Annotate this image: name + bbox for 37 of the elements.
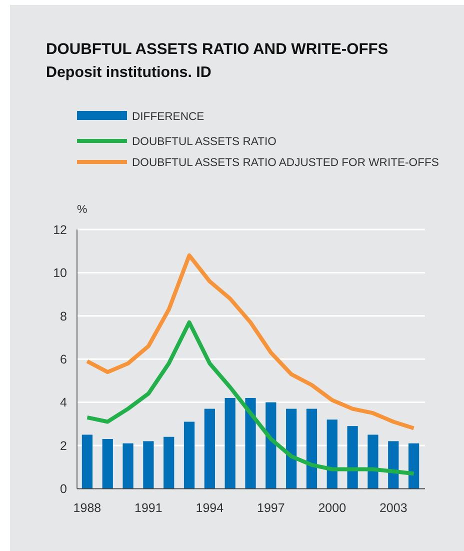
y-tick-label: 12 [53,222,68,237]
chart-title: DOUBFTUL ASSETS RATIO AND WRITE-OFFS [46,41,388,58]
x-tick-label: 1991 [134,501,162,515]
x-tick-label: 1988 [73,501,102,515]
bar [347,426,358,489]
bar [164,436,174,489]
legend-label: DIFFERENCE [132,111,205,123]
bar [306,408,318,489]
chart-subtitle: Deposit institutions. ID [46,64,212,81]
bar [143,441,154,489]
bar [326,420,338,489]
x-tick-label: 2000 [318,501,346,515]
bar [368,434,378,489]
x-tick-label: 2003 [379,501,408,515]
y-tick-label: 10 [53,266,68,280]
bar [184,422,195,489]
legend-label: DOUBFTUL ASSETS RATIO [132,136,277,148]
bar [286,408,297,489]
y-tick-label: 6 [60,352,68,366]
line-series [85,253,416,430]
bar [122,443,134,489]
bar [82,434,93,489]
x-tick-label: 1997 [257,501,285,515]
line-series [85,320,416,476]
bar [204,408,215,489]
y-tick-label: 0 [60,482,68,496]
bar [224,398,236,489]
bar [408,443,420,489]
y-axis-title: % [77,204,88,216]
y-tick-label: 2 [60,438,68,453]
y-tick-label: 4 [60,396,68,410]
bar [102,439,113,489]
bar [266,402,276,489]
legend-label: DOUBFTUL ASSETS RATIO ADJUSTED FOR WRITE-OFFS [132,157,440,169]
y-tick-label: 8 [60,309,68,324]
bar [245,398,256,489]
x-tick-label: 1994 [196,501,224,515]
